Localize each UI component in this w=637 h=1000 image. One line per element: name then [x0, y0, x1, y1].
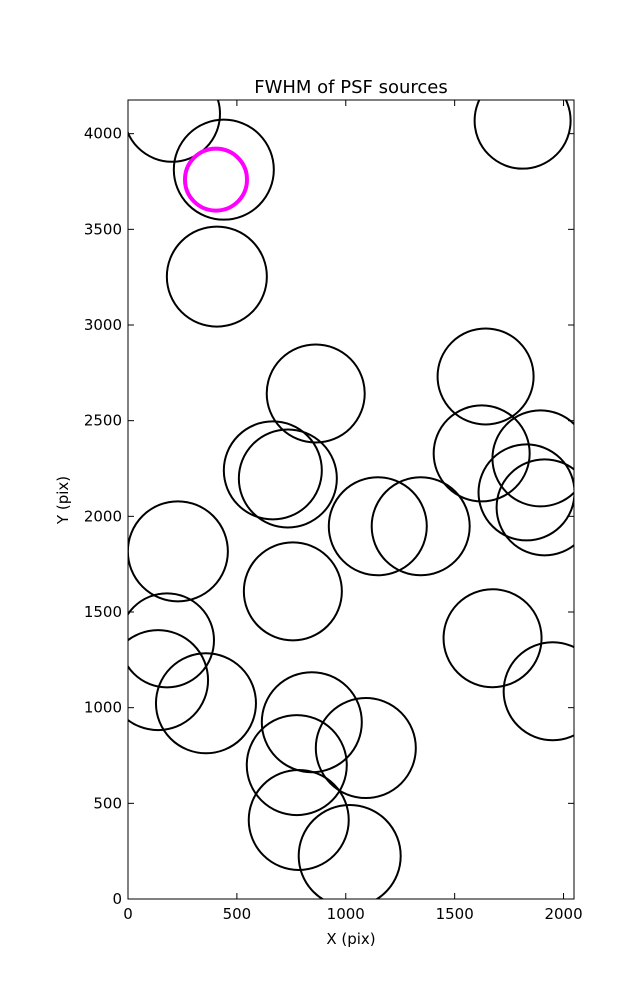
source-circle	[172, 118, 275, 221]
chart-title: FWHM of PSF sources	[254, 77, 448, 98]
y-tick-label: 0	[112, 890, 122, 908]
source-circle	[502, 641, 574, 742]
source-circle	[265, 343, 366, 444]
source-circle	[370, 476, 471, 577]
y-tick-label: 1500	[84, 603, 122, 621]
x-axis-label: X (pix)	[326, 930, 375, 948]
source-circle	[182, 146, 249, 213]
source-circle	[242, 541, 343, 642]
source-circle	[222, 420, 323, 521]
y-tick-label: 2000	[84, 507, 122, 525]
plot-area	[128, 100, 574, 899]
source-circle	[245, 714, 348, 817]
x-tick-label: 1500	[436, 905, 474, 923]
y-tick-label: 3000	[84, 316, 122, 334]
source-circle	[442, 588, 543, 689]
source-circle	[297, 803, 402, 899]
x-tick-label: 0	[123, 905, 133, 923]
source-circle	[477, 443, 574, 542]
source-circle	[128, 592, 215, 689]
source-circle	[128, 500, 229, 603]
source-circle	[154, 652, 257, 755]
source-circle	[165, 225, 268, 328]
source-circle	[432, 404, 531, 503]
source-circle	[237, 428, 338, 529]
y-axis-label: Y (pix)	[54, 476, 72, 525]
x-tick-label: 500	[223, 905, 252, 923]
source-circle	[128, 100, 221, 163]
source-circle	[128, 629, 210, 732]
y-tick-label: 2500	[84, 412, 122, 430]
source-circle	[314, 697, 417, 800]
source-circle	[436, 327, 535, 426]
y-tick-label: 3500	[84, 220, 122, 238]
y-tick-label: 500	[93, 794, 122, 812]
source-circle	[473, 100, 572, 170]
source-circle	[495, 458, 574, 557]
y-tick-label: 1000	[84, 699, 122, 717]
x-tick-label: 2000	[544, 905, 582, 923]
source-circle	[327, 476, 428, 577]
y-tick-label: 4000	[84, 125, 122, 143]
source-circle	[247, 768, 350, 871]
plot-frame	[127, 99, 575, 900]
x-tick-label: 1000	[327, 905, 365, 923]
